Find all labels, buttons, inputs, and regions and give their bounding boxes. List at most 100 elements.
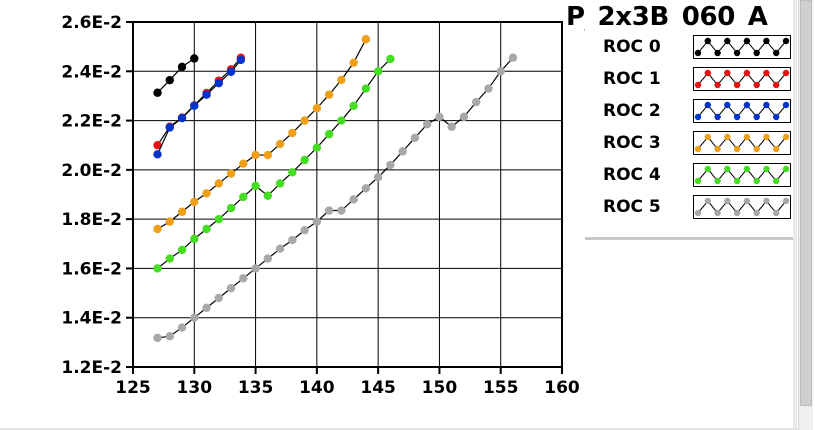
data-point[interactable] [472,97,481,107]
data-point[interactable] [288,128,297,138]
chart-svg[interactable]: 125 130 135 140 145 150 155 160 1.2E-2 1.4E-2 1.6E… [0,0,600,430]
data-point[interactable] [263,254,273,263]
legend-item-roc-4[interactable]: ROC 4 [585,160,794,190]
data-point[interactable] [202,189,211,198]
data-point[interactable] [165,75,174,85]
data-point[interactable] [300,116,309,125]
data-point[interactable] [214,78,223,88]
data-point[interactable] [361,84,371,93]
data-point[interactable] [153,333,162,343]
data-point[interactable] [214,179,223,188]
data-point[interactable] [226,67,236,76]
data-point[interactable] [508,53,518,62]
data-point[interactable] [202,224,211,234]
data-point[interactable] [435,112,444,122]
vertical-scrollbar-thumb[interactable] [800,0,812,406]
data-point[interactable] [373,173,383,182]
data-point[interactable] [459,112,469,122]
data-point[interactable] [202,303,211,313]
data-point[interactable] [226,203,236,213]
series-roc-3[interactable] [153,35,371,234]
data-point[interactable] [165,331,174,341]
data-point[interactable] [177,62,187,72]
data-point[interactable] [337,75,346,85]
data-point[interactable] [410,133,420,143]
data-point[interactable] [337,116,346,125]
data-point[interactable] [190,313,199,322]
data-point[interactable] [349,195,358,204]
data-point[interactable] [324,129,334,139]
data-point[interactable] [251,264,260,273]
data-point[interactable] [361,184,371,193]
data-point[interactable] [239,159,248,168]
legend-item-roc-3[interactable]: ROC 3 [585,128,794,158]
data-point[interactable] [226,169,236,178]
legend-item-swatch [693,163,791,187]
data-point[interactable] [177,245,187,255]
data-point[interactable] [300,226,309,235]
data-point[interactable] [153,88,162,97]
data-point[interactable] [236,55,246,65]
vertical-scrollbar[interactable] [798,0,813,430]
legend-item-roc-2[interactable]: ROC 2 [585,96,794,126]
legend-item-roc-1[interactable]: ROC 1 [585,64,794,94]
data-point[interactable] [484,84,493,93]
data-point[interactable] [288,235,297,245]
data-point[interactable] [165,123,174,132]
data-point[interactable] [275,139,285,149]
data-point[interactable] [214,293,223,303]
data-point[interactable] [214,214,223,224]
data-point[interactable] [202,90,211,99]
data-point[interactable] [324,206,334,215]
data-point[interactable] [177,113,187,123]
data-point[interactable] [251,150,260,160]
legend-item-label: ROC 5 [603,197,661,217]
data-point[interactable] [190,101,199,110]
data-point[interactable] [324,90,334,99]
data-point[interactable] [275,244,285,253]
data-point[interactable] [386,160,395,170]
data-point[interactable] [349,58,358,67]
data-point[interactable] [337,206,346,215]
series-roc-4[interactable] [153,54,395,273]
data-point[interactable] [226,283,236,293]
data-point[interactable] [165,217,174,226]
data-point[interactable] [153,141,162,150]
legend-item-roc-0[interactable]: ROC 0 [585,32,794,62]
data-point[interactable] [263,191,273,200]
data-point[interactable] [153,224,162,234]
data-point[interactable] [312,217,322,226]
data-point[interactable] [288,168,297,177]
series-roc-2[interactable] [153,55,246,159]
data-point[interactable] [447,122,456,131]
data-point[interactable] [239,274,248,283]
data-point[interactable] [386,54,395,64]
data-point[interactable] [190,54,199,63]
data-point[interactable] [190,197,199,207]
window-bottom-edge [0,428,800,430]
data-point[interactable] [153,264,162,273]
data-point[interactable] [349,101,358,110]
data-point[interactable] [373,67,383,76]
data-point[interactable] [239,192,248,202]
data-point[interactable] [422,120,432,129]
series-roc-0[interactable] [153,54,199,97]
data-point[interactable] [361,35,371,44]
data-point[interactable] [275,179,285,188]
data-point[interactable] [312,143,322,152]
legend-item-roc-5[interactable]: ROC 5 [585,192,794,222]
data-point[interactable] [300,155,309,165]
data-point[interactable] [177,207,187,216]
series-roc-5[interactable] [153,53,518,343]
legend-item-label: ROC 1 [603,69,661,89]
data-series-group[interactable] [153,35,518,343]
data-point[interactable] [312,104,322,113]
data-point[interactable] [496,67,505,76]
data-point[interactable] [177,323,187,332]
data-point[interactable] [263,150,273,160]
data-point[interactable] [153,150,162,159]
data-point[interactable] [251,181,260,191]
data-point[interactable] [190,234,199,244]
data-point[interactable] [165,254,174,263]
data-point[interactable] [398,147,407,156]
